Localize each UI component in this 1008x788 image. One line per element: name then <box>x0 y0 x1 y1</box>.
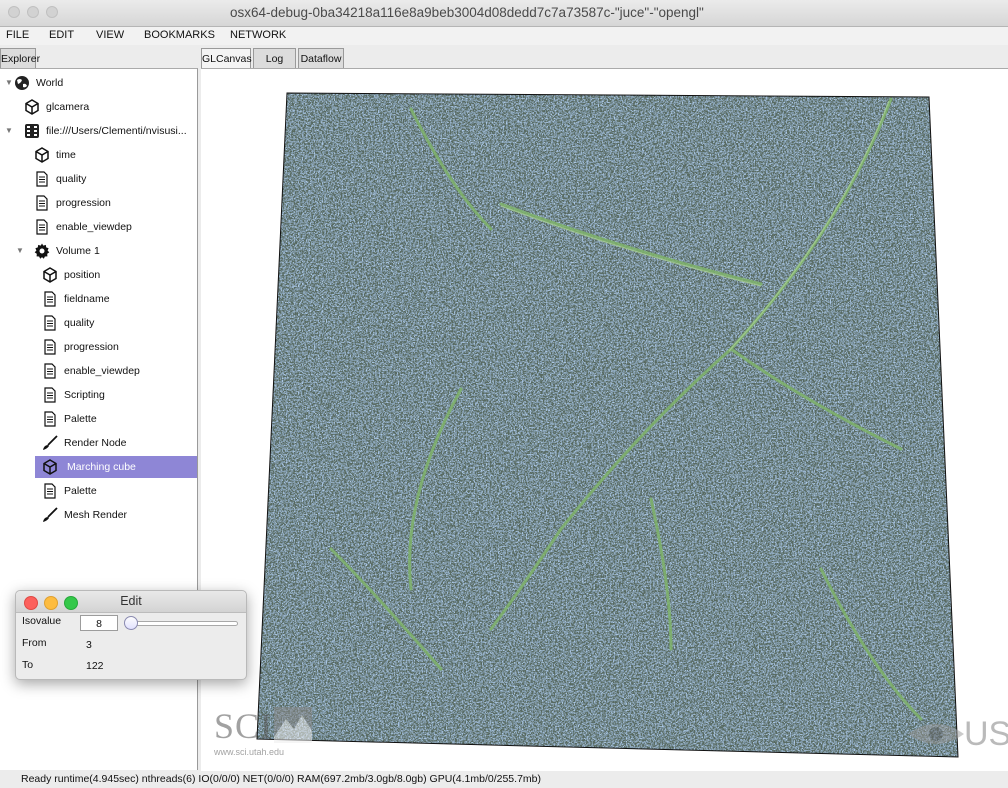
close-button[interactable] <box>24 596 38 610</box>
tree-item-progression[interactable]: progression <box>34 192 197 214</box>
cube-icon <box>35 147 49 163</box>
tree-item-scripting[interactable]: Scripting <box>42 384 197 406</box>
bounding-box <box>256 92 959 758</box>
tab-dataflow[interactable]: Dataflow <box>298 48 344 68</box>
tree-item-position[interactable]: position <box>42 264 197 286</box>
menu-bookmarks[interactable]: BOOKMARKS <box>144 29 215 41</box>
isovalue-label: Isovalue <box>22 615 62 627</box>
tree-item-render-node[interactable]: Render Node <box>42 432 197 454</box>
tree-item-palette-2[interactable]: Palette <box>42 480 197 502</box>
cube-icon <box>43 459 57 475</box>
document-icon <box>44 291 56 307</box>
isovalue-slider[interactable] <box>128 621 238 626</box>
tab-log[interactable]: Log <box>253 48 296 68</box>
expand-volume-icon[interactable]: ▼ <box>16 246 24 255</box>
document-icon <box>36 171 48 187</box>
tree-item-time[interactable]: time <box>34 144 197 166</box>
zoom-button[interactable] <box>64 596 78 610</box>
document-icon <box>44 387 56 403</box>
document-icon <box>44 315 56 331</box>
menu-network[interactable]: NETWORK <box>230 29 287 41</box>
document-icon <box>36 219 48 235</box>
tab-glcanvas[interactable]: GLCanvas <box>201 48 252 68</box>
tree-item-volume-progression[interactable]: progression <box>42 336 197 358</box>
tree-item-mesh-render[interactable]: Mesh Render <box>42 504 197 526</box>
isovalue-slider-knob[interactable] <box>124 616 138 630</box>
expand-world-icon[interactable]: ▼ <box>5 78 13 87</box>
tree-item-world[interactable]: World <box>14 72 197 94</box>
tree-item-palette[interactable]: Palette <box>42 408 197 430</box>
volume-isosurface <box>257 93 958 757</box>
tree-item-glcamera[interactable]: glcamera <box>24 96 197 118</box>
tree-item-volume-quality[interactable]: quality <box>42 312 197 334</box>
volume-render-view[interactable] <box>201 69 1008 771</box>
cube-icon <box>25 99 39 115</box>
tree-item-volume-1[interactable]: Volume 1 <box>34 240 197 262</box>
globe-icon <box>15 76 29 90</box>
to-value: 122 <box>86 660 104 672</box>
from-label: From <box>22 637 47 649</box>
minimize-window-button[interactable] <box>27 6 39 18</box>
us-logo: US <box>906 715 1008 755</box>
minimize-button[interactable] <box>44 596 58 610</box>
tree-item-volume-enable-viewdep[interactable]: enable_viewdep <box>42 360 197 382</box>
tree-item-fieldname[interactable]: fieldname <box>42 288 197 310</box>
tree-item-marching-cube[interactable]: Marching cube <box>35 456 197 478</box>
status-bar: Ready runtime(4.945sec) nthreads(6) IO(0… <box>0 771 1008 788</box>
zoom-window-button[interactable] <box>46 6 58 18</box>
menu-edit[interactable]: EDIT <box>49 29 75 41</box>
tree-item-dataset[interactable]: file:///Users/Clementi/nvisusi... <box>24 120 197 142</box>
tree-item-enable-viewdep[interactable]: enable_viewdep <box>34 216 197 238</box>
window-title: osx64-debug-0ba34218a116e8a9beb3004d08de… <box>230 5 704 20</box>
close-window-button[interactable] <box>8 6 20 18</box>
gear-icon <box>34 243 50 259</box>
from-value: 3 <box>86 639 92 651</box>
brush-icon <box>43 435 58 450</box>
document-icon <box>44 339 56 355</box>
brush-icon <box>43 507 58 522</box>
to-label: To <box>22 659 34 671</box>
tab-explorer[interactable]: Explorer <box>0 48 40 68</box>
eye-logo-icon <box>908 724 964 744</box>
tree-item-quality[interactable]: quality <box>34 168 197 190</box>
isovalue-input[interactable]: 8 <box>80 615 118 631</box>
gl-canvas[interactable]: SCI www.sci.utah.edu US <box>201 68 1008 771</box>
expand-file-icon[interactable]: ▼ <box>5 126 13 135</box>
sci-logo: SCI www.sci.utah.edu <box>214 705 314 761</box>
mountain-logo-icon <box>274 707 312 743</box>
menu-file[interactable]: FILE <box>6 29 30 41</box>
title-bar: osx64-debug-0ba34218a116e8a9beb3004d08de… <box>0 0 1008 27</box>
document-icon <box>44 483 56 499</box>
menu-bar: FILE EDIT VIEW BOOKMARKS NETWORK <box>0 27 1008 45</box>
edit-window[interactable]: Edit Isovalue 8 From 3 To 122 <box>15 590 247 680</box>
document-icon <box>44 363 56 379</box>
dataset-icon <box>25 124 39 138</box>
menu-view[interactable]: VIEW <box>96 29 125 41</box>
document-icon <box>44 411 56 427</box>
document-icon <box>36 195 48 211</box>
cube-icon <box>43 267 57 283</box>
